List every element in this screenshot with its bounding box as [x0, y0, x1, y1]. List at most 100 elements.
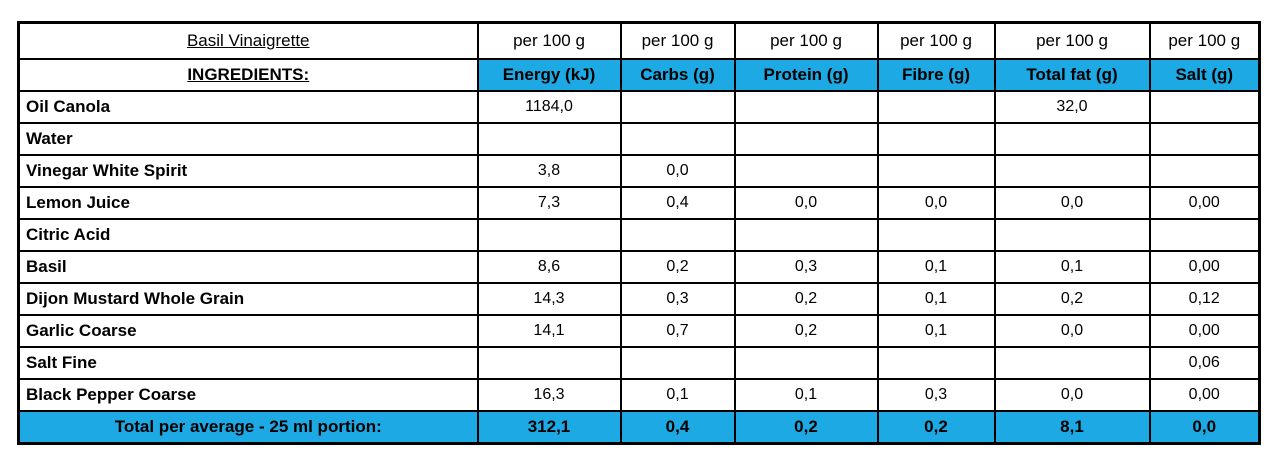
ingredient-name: Vinegar White Spirit — [17, 153, 479, 188]
column-header-2: Carbs (g) — [619, 57, 736, 92]
ingredient-value: 0,0 — [993, 185, 1151, 220]
product-title: Basil Vinaigrette — [17, 21, 479, 60]
ingredient-value — [619, 89, 736, 124]
ingredient-value — [1148, 217, 1261, 252]
ingredient-name: Oil Canola — [17, 89, 479, 124]
ingredient-value: 0,1 — [876, 281, 996, 316]
ingredient-value: 0,00 — [1148, 313, 1261, 348]
ingredient-value: 14,1 — [476, 313, 622, 348]
total-row: Total per average - 25 ml portion: 312,1… — [17, 409, 1261, 445]
ingredient-value: 0,3 — [619, 281, 736, 316]
ingredient-name: Black Pepper Coarse — [17, 377, 479, 412]
table-row: Oil Canola 1184,0 32,0 — [17, 89, 1261, 124]
per-unit-row: Basil Vinaigrette per 100 g per 100 g per … — [17, 21, 1261, 60]
ingredient-value: 14,3 — [476, 281, 622, 316]
ingredient-value — [876, 121, 996, 156]
ingredient-value — [733, 121, 879, 156]
table-row: Salt Fine 0,06 — [17, 345, 1261, 380]
ingredient-value — [476, 121, 622, 156]
nutrition-table: Basil Vinaigrette per 100 g per 100 g per … — [17, 21, 1261, 445]
ingredient-rows: Oil Canola 1184,0 32,0 Water Vinegar White S… — [17, 89, 1261, 412]
ingredient-name: Dijon Mustard Whole Grain — [17, 281, 479, 316]
ingredient-value: 0,2 — [733, 281, 879, 316]
ingredient-value — [619, 217, 736, 252]
total-value: 0,2 — [733, 409, 879, 445]
ingredient-value — [1148, 89, 1261, 124]
ingredient-value: 0,00 — [1148, 377, 1261, 412]
ingredient-value: 1184,0 — [476, 89, 622, 124]
total-value: 0,2 — [876, 409, 996, 445]
ingredient-value — [993, 153, 1151, 188]
ingredient-value — [619, 345, 736, 380]
ingredient-value — [733, 345, 879, 380]
table-row: Garlic Coarse 14,1 0,7 0,2 0,1 0,0 0,00 — [17, 313, 1261, 348]
ingredient-value: 0,0 — [993, 377, 1151, 412]
ingredient-value — [1148, 153, 1261, 188]
column-header-3: Protein (g) — [733, 57, 879, 92]
ingredient-value: 0,1 — [876, 249, 996, 284]
table-row: Lemon Juice 7,3 0,4 0,0 0,0 0,0 0,00 — [17, 185, 1261, 220]
table-row: Basil 8,6 0,2 0,3 0,1 0,1 0,00 — [17, 249, 1261, 284]
column-header-1: Energy (kJ) — [476, 57, 622, 92]
table-row: Dijon Mustard Whole Grain 14,3 0,3 0,2 0,1 0,… — [17, 281, 1261, 316]
ingredient-name: Basil — [17, 249, 479, 284]
per-unit-label: per 100 g — [993, 21, 1151, 60]
ingredient-value: 16,3 — [476, 377, 622, 412]
ingredient-value — [876, 345, 996, 380]
table-row: Citric Acid — [17, 217, 1261, 252]
ingredient-value: 0,1 — [993, 249, 1151, 284]
ingredient-value: 0,3 — [733, 249, 879, 284]
ingredient-value — [733, 89, 879, 124]
column-header-5: Total fat (g) — [993, 57, 1151, 92]
ingredient-value — [876, 89, 996, 124]
ingredient-value — [876, 217, 996, 252]
ingredient-value: 0,3 — [876, 377, 996, 412]
ingredient-name: Citric Acid — [17, 217, 479, 252]
total-value: 8,1 — [993, 409, 1151, 445]
ingredient-value: 0,00 — [1148, 249, 1261, 284]
ingredient-value — [733, 217, 879, 252]
ingredient-value — [733, 153, 879, 188]
ingredient-value: 0,00 — [1148, 185, 1261, 220]
per-unit-label: per 100 g — [876, 21, 996, 60]
total-value: 0,0 — [1148, 409, 1261, 445]
ingredient-value — [619, 121, 736, 156]
ingredients-label: INGREDIENTS: — [17, 57, 479, 92]
total-value: 0,4 — [619, 409, 736, 445]
table-row: Black Pepper Coarse 16,3 0,1 0,1 0,3 0,0 0,00 — [17, 377, 1261, 412]
ingredient-value: 0,7 — [619, 313, 736, 348]
ingredient-value: 0,0 — [619, 153, 736, 188]
ingredient-value: 0,12 — [1148, 281, 1261, 316]
ingredient-name: Lemon Juice — [17, 185, 479, 220]
ingredient-value: 8,6 — [476, 249, 622, 284]
table-row: Water — [17, 121, 1261, 156]
ingredient-value: 3,8 — [476, 153, 622, 188]
column-header-6: Salt (g) — [1148, 57, 1261, 92]
ingredient-value: 0,0 — [993, 313, 1151, 348]
ingredient-value: 0,2 — [619, 249, 736, 284]
ingredient-value: 0,0 — [876, 185, 996, 220]
ingredient-value: 0,2 — [733, 313, 879, 348]
ingredient-value — [993, 345, 1151, 380]
ingredient-name: Garlic Coarse — [17, 313, 479, 348]
ingredient-value — [876, 153, 996, 188]
column-header-4: Fibre (g) — [876, 57, 996, 92]
ingredient-value: 0,0 — [733, 185, 879, 220]
ingredient-value: 7,3 — [476, 185, 622, 220]
ingredient-value — [476, 217, 622, 252]
ingredient-value — [1148, 121, 1261, 156]
table-row: Vinegar White Spirit 3,8 0,0 — [17, 153, 1261, 188]
per-unit-label: per 100 g — [619, 21, 736, 60]
ingredient-value — [476, 345, 622, 380]
ingredient-value: 0,4 — [619, 185, 736, 220]
total-label: Total per average - 25 ml portion: — [17, 409, 479, 445]
ingredient-name: Salt Fine — [17, 345, 479, 380]
ingredient-value: 0,1 — [876, 313, 996, 348]
per-unit-label: per 100 g — [733, 21, 879, 60]
ingredient-value: 0,06 — [1148, 345, 1261, 380]
column-header-row: INGREDIENTS: Energy (kJ) Carbs (g) Protein… — [17, 57, 1261, 92]
per-unit-label: per 100 g — [1148, 21, 1261, 60]
per-unit-label: per 100 g — [476, 21, 622, 60]
ingredient-name: Water — [17, 121, 479, 156]
